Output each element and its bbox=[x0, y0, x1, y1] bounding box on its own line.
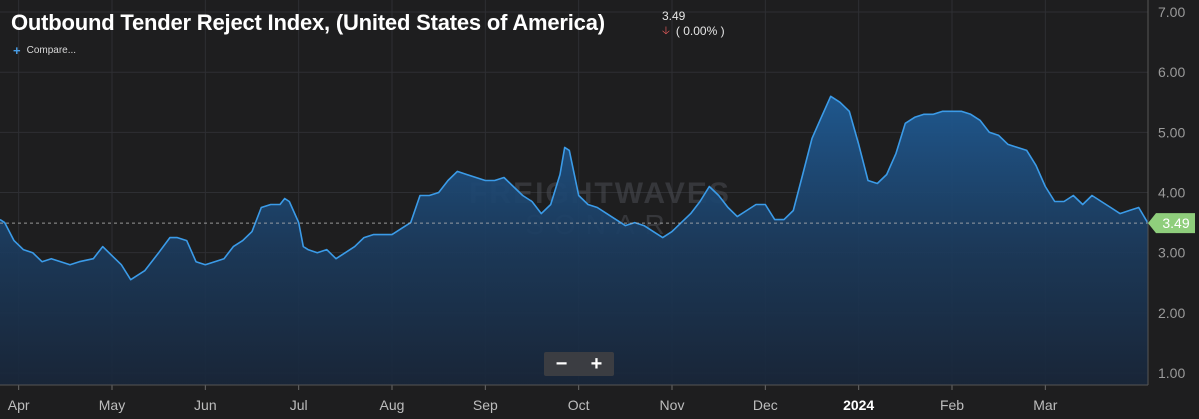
x-tick-label: Aug bbox=[380, 397, 405, 413]
plus-icon: + bbox=[13, 42, 21, 58]
x-axis: Apr May Jun Jul Aug Sep Oct Nov Dec 2024 Feb Mar bbox=[0, 384, 1148, 413]
zoom-in-button[interactable]: + bbox=[590, 353, 603, 375]
compare-button[interactable]: + Compare... bbox=[13, 42, 77, 58]
y-axis: 1.00 2.00 3.00 4.00 5.00 6.00 7.00 bbox=[1147, 0, 1185, 385]
arrow-down-icon: 🡣 bbox=[662, 25, 670, 37]
y-tick-label: 3.00 bbox=[1158, 245, 1185, 261]
plot-area bbox=[0, 95, 1149, 386]
current-value-badge: 3.49 bbox=[1148, 213, 1195, 234]
x-tick-label: Jun bbox=[194, 397, 217, 413]
current-value-badge-shape bbox=[1148, 213, 1195, 234]
x-tick-label: Feb bbox=[940, 397, 964, 413]
y-tick-label: 4.00 bbox=[1158, 185, 1185, 201]
x-tick-label: Nov bbox=[660, 397, 685, 413]
x-tick-label: May bbox=[99, 397, 125, 413]
chart-title: Outbound Tender Reject Index, (United St… bbox=[11, 10, 605, 35]
series-area bbox=[0, 96, 1148, 386]
x-tick-label: Oct bbox=[568, 397, 590, 413]
current-value: 3.49 bbox=[662, 9, 686, 23]
zoom-controls: − + bbox=[544, 352, 614, 376]
y-tick-label: 5.00 bbox=[1158, 124, 1185, 140]
compare-label: Compare... bbox=[26, 45, 77, 56]
x-tick-label: Dec bbox=[753, 397, 778, 413]
x-tick-label: Jul bbox=[290, 397, 308, 413]
current-value-block: 3.49 🡣 ( 0.00% ) bbox=[662, 9, 725, 38]
current-value-badge-label: 3.49 bbox=[1162, 215, 1189, 231]
x-tick-label: Mar bbox=[1033, 397, 1057, 413]
zoom-out-button[interactable]: − bbox=[555, 353, 568, 375]
y-tick-label: 1.00 bbox=[1158, 365, 1185, 381]
y-tick-label: 2.00 bbox=[1158, 305, 1185, 321]
series-line bbox=[0, 95, 1149, 281]
x-tick-label: Sep bbox=[473, 397, 498, 413]
x-tick-label: 2024 bbox=[843, 397, 874, 413]
change-percent: ( 0.00% ) bbox=[675, 24, 725, 38]
change-row: 🡣 ( 0.00% ) bbox=[662, 24, 725, 38]
x-tick-label: Apr bbox=[8, 397, 30, 413]
y-tick-label: 7.00 bbox=[1158, 4, 1185, 20]
y-tick-label: 6.00 bbox=[1158, 64, 1185, 80]
